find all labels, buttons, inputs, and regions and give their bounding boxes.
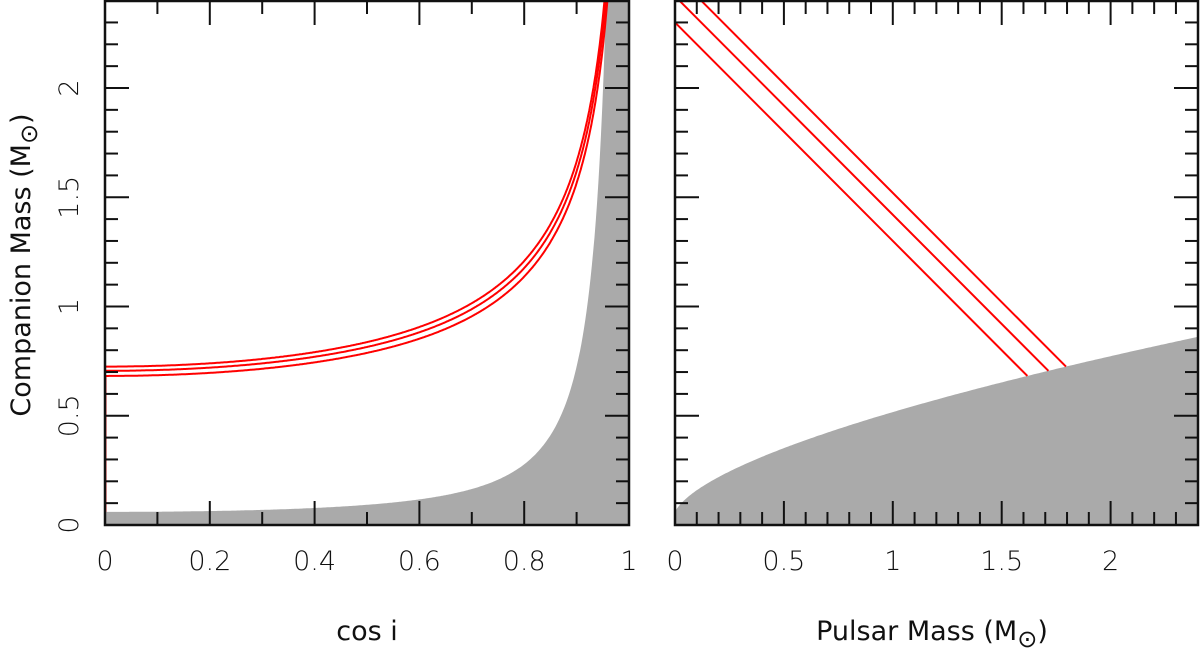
x-tick-label: 0 <box>666 546 683 577</box>
x-tick-label: 0.5 <box>762 546 805 577</box>
y-tick-label: 1.5 <box>54 176 85 219</box>
y-axis-title-close: ) <box>6 113 37 124</box>
left-mass-curve <box>105 0 606 368</box>
left-mass-curve <box>105 0 607 372</box>
right-mass-line <box>678 0 1050 372</box>
y-tick-label: 0 <box>54 516 85 533</box>
right-excluded-region <box>675 336 1198 525</box>
y-axis-title-text: Companion Mass (M <box>6 144 37 417</box>
x-tick-label: 0.6 <box>398 546 441 577</box>
right-x-axis-title-close: ) <box>1037 616 1048 647</box>
left-y-tick-labels: 0 0.5 1 1.5 2 <box>54 79 85 533</box>
left-axis-ticks <box>105 1 629 525</box>
left-panel: 0 0.2 0.4 0.6 0.8 1 0 0.5 1 1.5 2 cos i Companion… <box>6 0 638 647</box>
y-tick-label: 0.5 <box>54 394 85 437</box>
y-tick-label: 1 <box>54 298 85 315</box>
x-tick-label: 0.2 <box>188 546 231 577</box>
x-tick-label: 0 <box>96 546 113 577</box>
x-tick-label: 0.4 <box>293 546 336 577</box>
right-x-axis-title: Pulsar Mass (M⊙) <box>816 616 1048 652</box>
sun-symbol-icon: ⊙ <box>1017 625 1037 652</box>
right-x-tick-labels: 0 0.5 1 1.5 2 <box>666 546 1119 577</box>
y-axis-title: Companion Mass (M⊙) <box>6 113 43 416</box>
x-tick-label: 0.8 <box>503 546 546 577</box>
left-x-tick-labels: 0 0.2 0.4 0.6 0.8 1 <box>96 546 637 577</box>
left-mass-curves <box>105 0 609 512</box>
right-axis-ticks <box>675 1 1198 525</box>
x-tick-label: 2 <box>1102 546 1119 577</box>
right-panel: 0 0.5 1 1.5 2 Pulsar Mass (M⊙) <box>666 0 1200 652</box>
sun-symbol-icon: ⊙ <box>15 124 43 144</box>
right-x-axis-title-text: Pulsar Mass (M <box>816 616 1017 647</box>
right-mass-lines <box>674 0 1067 377</box>
x-tick-label: 1 <box>620 546 637 577</box>
left-x-axis-title: cos i <box>336 616 398 647</box>
left-mass-curve <box>105 0 609 377</box>
y-tick-label: 2 <box>54 79 85 96</box>
x-tick-label: 1 <box>884 546 901 577</box>
right-mass-line <box>674 21 1029 377</box>
x-tick-label: 1.5 <box>980 546 1023 577</box>
left-excluded-region <box>105 0 629 525</box>
right-mass-line <box>700 0 1067 368</box>
